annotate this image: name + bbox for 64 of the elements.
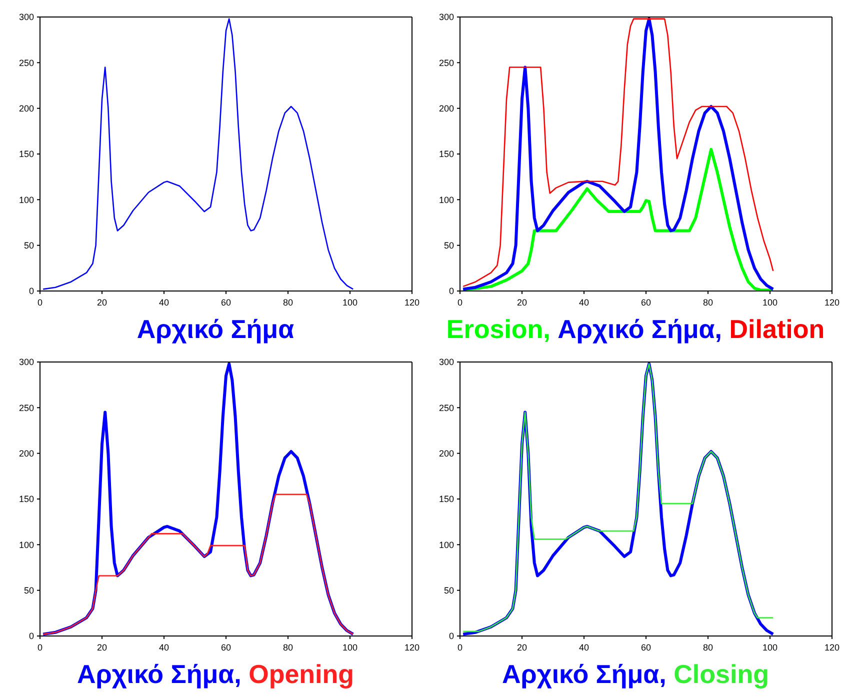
x-tick-label: 120 (404, 297, 420, 308)
x-tick-label: 60 (220, 297, 232, 308)
y-tick-label: 150 (18, 494, 34, 504)
x-tick-label: 0 (37, 297, 43, 308)
y-tick-label: 250 (438, 402, 454, 413)
series-label: Opening (248, 659, 354, 689)
y-tick-label: 200 (18, 104, 34, 114)
x-tick-label: 0 (457, 642, 463, 652)
x-tick-label: 60 (640, 642, 652, 652)
y-tick-label: 100 (18, 194, 34, 205)
y-tick-label: 50 (24, 586, 34, 596)
x-tick-label: 80 (702, 297, 714, 308)
y-tick-label: 200 (438, 448, 454, 459)
y-tick-label: 150 (438, 494, 454, 504)
x-tick-label: 100 (762, 642, 778, 652)
y-tick-label: 250 (438, 58, 454, 68)
x-tick-label: 0 (37, 642, 43, 652)
y-tick-label: 100 (438, 194, 454, 205)
text: Αρχικό Σήμα, (558, 314, 722, 344)
x-tick-label: 60 (640, 297, 652, 308)
y-tick-label: 50 (444, 240, 454, 251)
x-tick-label: 0 (457, 297, 463, 308)
y-tick-label: 100 (18, 540, 34, 550)
x-tick-label: 100 (762, 297, 778, 308)
y-tick-label: 0 (448, 286, 454, 296)
x-tick-label: 20 (516, 642, 528, 652)
x-tick-label: 80 (702, 642, 714, 652)
x-tick-label: 40 (578, 642, 590, 652)
x-tick-label: 20 (96, 297, 108, 308)
y-tick-label: 100 (438, 540, 454, 550)
x-tick-label: 120 (404, 642, 420, 652)
series-label: Erosion, (446, 314, 550, 344)
x-tick-label: 80 (282, 297, 294, 308)
x-tick-label: 40 (158, 642, 170, 652)
y-tick-label: 0 (28, 286, 34, 296)
x-tick-label: 80 (282, 642, 294, 652)
y-tick-label: 150 (18, 149, 34, 160)
y-tick-label: 300 (18, 12, 34, 22)
series-label: Αρχικό Σήμα, (76, 659, 242, 689)
x-tick-label: 100 (342, 297, 358, 308)
y-tick-label: 250 (18, 402, 34, 413)
x-tick-label: 100 (342, 642, 358, 652)
series-label: Closing (674, 659, 769, 689)
y-tick-label: 300 (438, 12, 454, 22)
x-tick-label: 20 (96, 642, 108, 652)
y-tick-label: 250 (18, 58, 34, 68)
y-tick-label: 0 (28, 631, 34, 642)
x-tick-label: 40 (158, 297, 170, 308)
x-tick-label: 120 (824, 642, 840, 652)
y-tick-label: 300 (438, 357, 454, 368)
y-tick-label: 50 (444, 586, 454, 596)
series-label: Αρχικό Σήμα, (502, 659, 666, 689)
x-tick-label: 60 (220, 642, 232, 652)
y-tick-label: 300 (18, 357, 34, 368)
y-tick-label: 150 (438, 149, 454, 160)
y-tick-label: 200 (438, 104, 454, 114)
text: Dilation (729, 314, 825, 344)
x-tick-label: 40 (578, 297, 590, 308)
text: Αρχικό Σήμα (136, 314, 294, 344)
x-tick-label: 20 (516, 297, 528, 308)
y-tick-label: 50 (24, 240, 34, 251)
y-tick-label: 200 (18, 448, 34, 459)
y-tick-label: 0 (448, 631, 454, 642)
x-tick-label: 120 (824, 297, 840, 308)
